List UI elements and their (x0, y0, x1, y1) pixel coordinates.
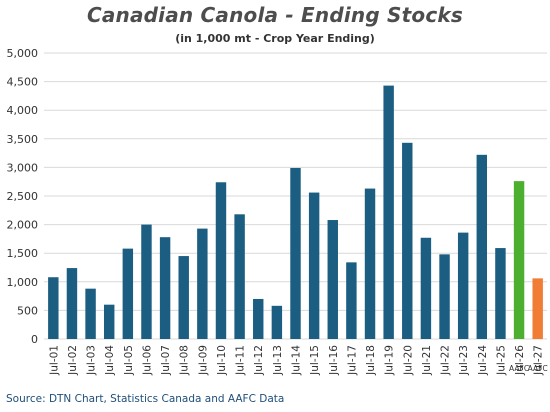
x-tick-note: APR (530, 389, 545, 390)
x-tick-label: Jul-04 (104, 345, 116, 376)
bar-jul-16 (327, 220, 338, 339)
y-tick-label: 2,000 (7, 219, 39, 232)
y-tick-label: 1,500 (7, 247, 39, 260)
bar-jul-19 (383, 85, 394, 339)
bar-jul-18 (364, 188, 376, 339)
x-tick-label: Jul-17 (346, 345, 358, 376)
bar-jul-26 (513, 181, 525, 339)
bar-jul-10 (215, 182, 227, 339)
y-tick-label: 3,000 (7, 161, 39, 174)
x-tick-label: Jul-12 (253, 345, 265, 376)
bar-jul-27 (532, 278, 543, 339)
y-tick-label: 4,500 (7, 76, 39, 89)
bar-jul-02 (66, 268, 78, 339)
y-tick-label: 1,000 (7, 276, 39, 289)
x-tick-label: Jul-02 (67, 345, 79, 376)
bar-jul-13 (271, 305, 283, 339)
source-note: Source: DTN Chart, Statistics Canada and… (6, 393, 285, 405)
bar-jul-14 (290, 167, 301, 339)
bar-jul-06 (141, 224, 152, 339)
x-tick-label: Jul-27 (533, 345, 545, 376)
bar-jul-12 (253, 298, 264, 339)
x-tick-label: Jul-15 (309, 345, 321, 376)
x-tick-label: Jul-19 (384, 345, 396, 376)
x-tick-label: Jul-11 (235, 345, 247, 376)
bar-jul-24 (476, 154, 488, 339)
bar-jul-21 (420, 237, 432, 339)
x-tick-label: Jul-26 (514, 345, 526, 376)
x-tick-label: Jul-24 (477, 345, 489, 376)
x-tick-label: Jul-10 (216, 345, 228, 376)
bar-jul-22 (439, 254, 450, 339)
x-tick-label: Jul-21 (421, 345, 433, 376)
x-tick-note: AAFC (528, 364, 548, 373)
bar-jul-15 (308, 192, 320, 339)
x-tick-label: Jul-23 (458, 345, 470, 376)
bar-jul-17 (346, 262, 357, 339)
x-tick-label: Jul-13 (272, 345, 284, 376)
chart-title: Canadian Canola - Ending Stocks (86, 3, 464, 27)
bar-jul-11 (234, 214, 245, 339)
y-tick-label: 2,500 (7, 190, 39, 203)
x-tick-label: Jul-22 (440, 345, 452, 376)
bar-chart: 0 500 1,000 1,500 2,000 2,500 3,000 3,500 4,000 4… (7, 47, 548, 390)
x-tick-label: Jul-18 (365, 345, 377, 376)
bar-jul-07 (159, 237, 171, 339)
bar-jul-01 (48, 277, 59, 339)
x-tick-note: AAFC (509, 364, 529, 373)
bar-jul-25 (495, 248, 506, 339)
x-tick-label: Jul-05 (123, 345, 135, 376)
x-tick-note: APR (512, 389, 527, 390)
x-tick-label: Jul-14 (291, 345, 303, 376)
bar-jul-20 (402, 142, 413, 339)
chart-subtitle: (in 1,000 mt - Crop Year Ending) (175, 32, 375, 45)
x-tick-label: Jul-16 (328, 345, 340, 376)
x-tick-label: Jul-01 (48, 345, 60, 376)
bar-jul-03 (85, 288, 96, 339)
x-tick-label: Jul-20 (402, 345, 414, 376)
x-tick-label: Jul-07 (160, 345, 172, 376)
x-tick-label: Jul-03 (86, 345, 98, 376)
bar-jul-23 (457, 232, 469, 339)
bar-jul-05 (122, 248, 134, 339)
x-tick-label: Jul-09 (197, 345, 209, 376)
x-tick-label: Jul-06 (141, 345, 153, 376)
y-tick-label: 3,500 (7, 133, 39, 146)
y-tick-label: 4,000 (7, 104, 39, 117)
bar-jul-08 (178, 256, 189, 339)
y-tick-label: 5,000 (7, 47, 39, 60)
x-tick-label: Jul-25 (495, 345, 507, 376)
bar-jul-09 (197, 228, 208, 339)
bar-jul-04 (103, 304, 115, 339)
x-tick-label: Jul-08 (179, 345, 191, 376)
y-tick-label: 500 (17, 304, 38, 317)
y-tick-label: 0 (31, 333, 38, 346)
